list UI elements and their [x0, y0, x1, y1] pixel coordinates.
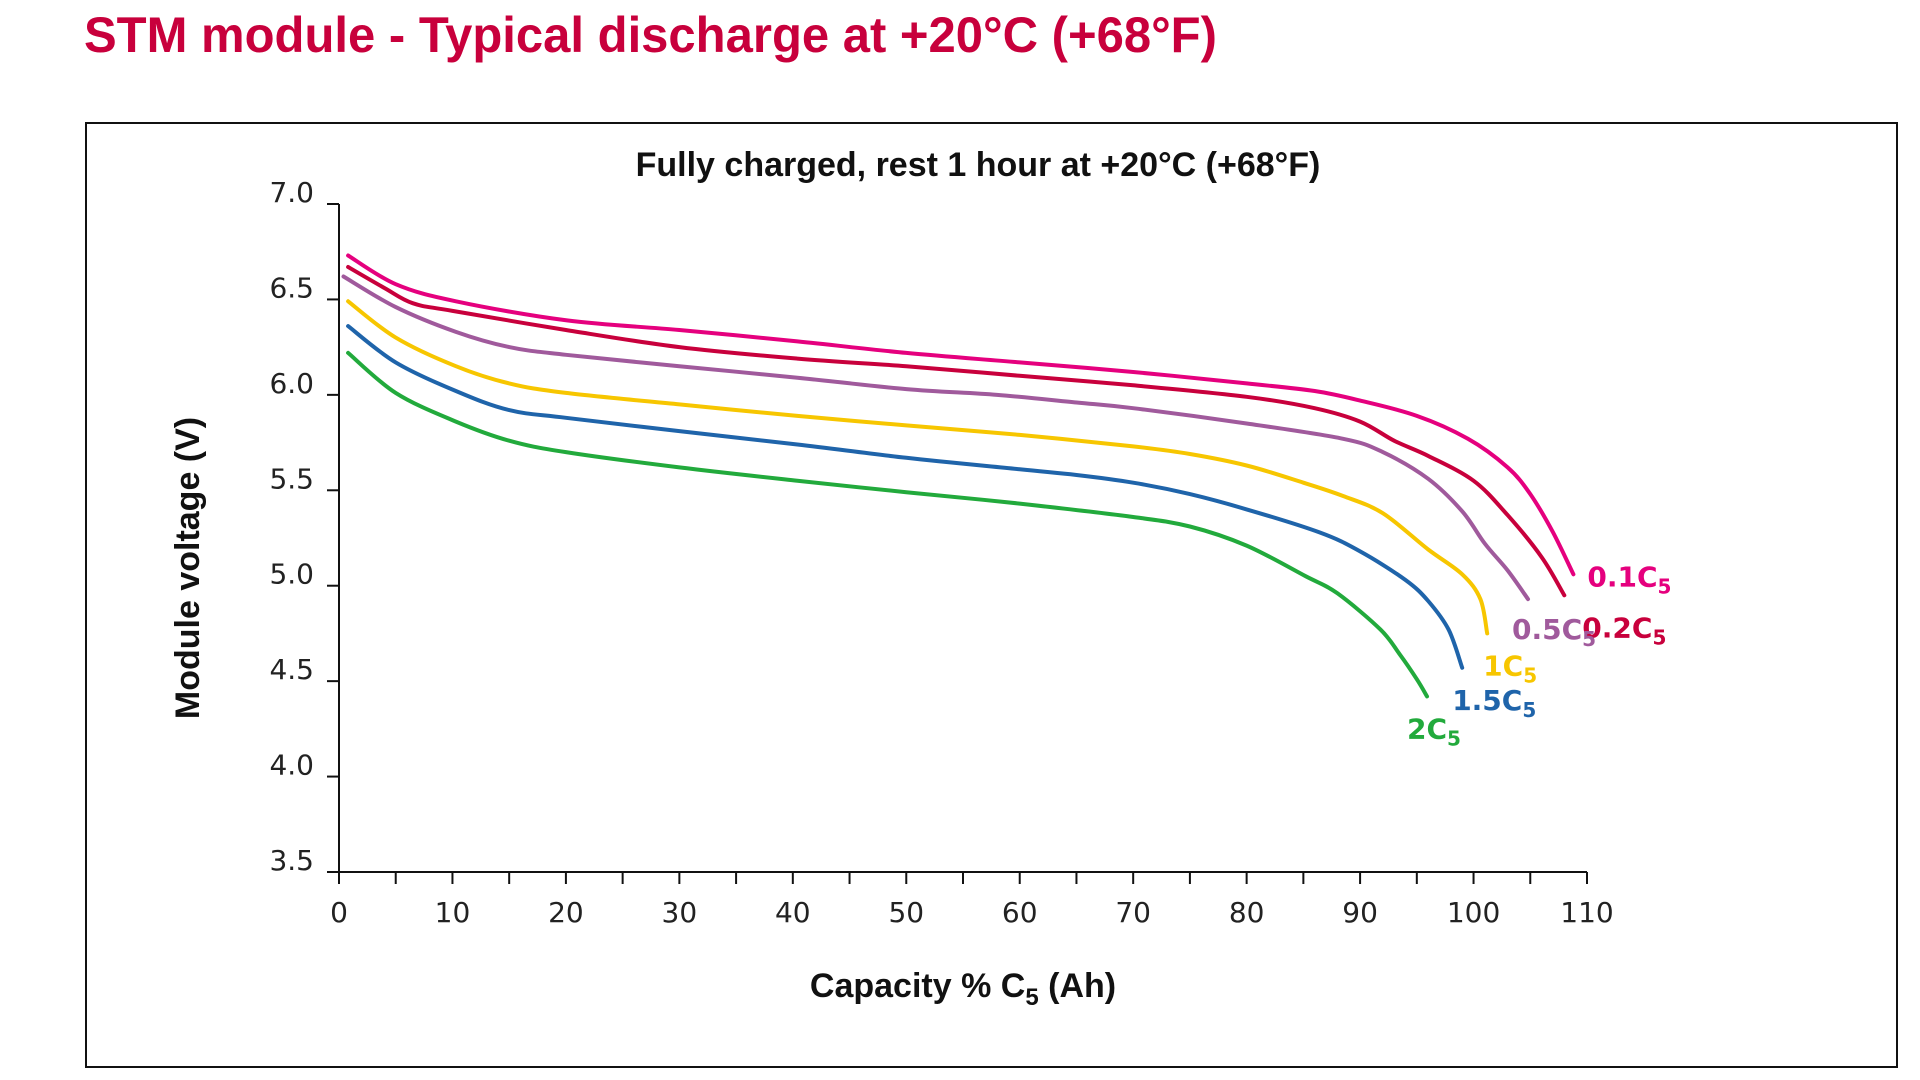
y-tick-label: 5.0: [269, 558, 314, 591]
series-label-main: 0.2C: [1582, 611, 1652, 644]
series-label-main: 1C: [1483, 649, 1523, 682]
series-label-main: 0.5C: [1512, 613, 1582, 646]
y-tick-label: 4.5: [269, 653, 314, 686]
series-label-0_5C5: 0.5C5: [1512, 613, 1596, 651]
x-tick-label: 90: [1342, 896, 1378, 929]
series-label-0_2C5: 0.2C5: [1582, 611, 1666, 649]
y-tick-label: 3.5: [269, 844, 314, 877]
series-group: [341, 253, 1576, 699]
series-label-0_1C5: 0.1C5: [1587, 560, 1671, 598]
x-axis-title-main: Capacity % C: [810, 967, 1025, 1005]
x-tick-label: 30: [662, 896, 698, 929]
x-tick-label: 10: [435, 896, 471, 929]
x-tick-label: 110: [1560, 896, 1613, 929]
y-tick-label: 6.0: [269, 367, 314, 400]
series-label-sub: 5: [1652, 625, 1666, 649]
x-tick-label: 100: [1447, 896, 1500, 929]
y-tick-label: 6.5: [269, 271, 314, 304]
x-tick-label: 70: [1115, 896, 1151, 929]
series-label-2C5: 2C5: [1407, 712, 1461, 750]
x-tick-label: 20: [548, 896, 584, 929]
x-tick-label: 50: [888, 896, 924, 929]
series-label-sub: 5: [1658, 574, 1672, 598]
discharge-chart: 3.5 4.0 4.5 5.0 5.5 6.0 6.5 7.0 0 10 20 30 40 50 60 70 8…: [169, 146, 1671, 1011]
series-label-1C5: 1C5: [1483, 649, 1537, 687]
series-label-main: 0.1C: [1587, 560, 1657, 593]
axes: 3.5 4.0 4.5 5.0 5.5 6.0 6.5 7.0 0 10 20 30 40 50 60 70 8…: [269, 176, 1613, 929]
series-line-0_2C5: [346, 265, 1567, 598]
y-tick-label: 7.0: [269, 176, 314, 209]
series-line-1_5C5: [346, 324, 1465, 670]
series-line-0_5C5: [341, 274, 1530, 602]
y-tick-label: 5.5: [269, 462, 314, 495]
series-label-main: 1.5C: [1452, 684, 1522, 717]
series-line-0_1C5: [346, 253, 1576, 577]
chart-frame: 3.5 4.0 4.5 5.0 5.5 6.0 6.5 7.0 0 10 20 30 40 50 60 70 8…: [85, 122, 1898, 1068]
x-tick-label: 60: [1002, 896, 1038, 929]
y-tick-label: 4.0: [269, 749, 314, 782]
y-axis-title: Module voltage (V): [169, 417, 207, 719]
x-tick-label: 40: [775, 896, 811, 929]
series-line-2C5: [346, 350, 1429, 699]
x-tick-label: 0: [330, 896, 348, 929]
series-label-sub: 5: [1447, 726, 1461, 750]
x-tick-label: 80: [1229, 896, 1265, 929]
x-axis-title: Capacity % C5 (Ah): [810, 967, 1116, 1011]
series-label-sub: 5: [1523, 663, 1537, 687]
chart-subtitle: Fully charged, rest 1 hour at +20°C (+68…: [636, 146, 1321, 184]
series-label-main: 2C: [1407, 712, 1447, 745]
x-axis-title-sub: 5: [1025, 984, 1038, 1011]
series-line-1C5: [346, 299, 1490, 636]
series-label-1_5C5: 1.5C5: [1452, 684, 1536, 722]
series-label-sub: 5: [1582, 627, 1596, 651]
series-label-sub: 5: [1522, 698, 1536, 722]
page-title: STM module - Typical discharge at +20°C …: [84, 7, 1217, 63]
x-axis-title-suffix: (Ah): [1039, 967, 1116, 1005]
